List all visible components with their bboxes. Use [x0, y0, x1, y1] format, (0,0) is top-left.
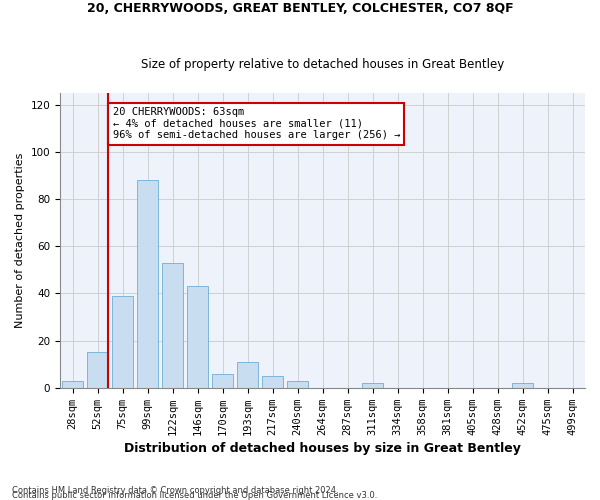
Bar: [212, 374, 233, 388]
X-axis label: Distribution of detached houses by size in Great Bentley: Distribution of detached houses by size …: [124, 442, 521, 455]
Bar: [187, 286, 208, 388]
Text: Contains public sector information licensed under the Open Government Licence v3: Contains public sector information licen…: [12, 490, 377, 500]
Title: Size of property relative to detached houses in Great Bentley: Size of property relative to detached ho…: [141, 58, 504, 71]
Text: 20 CHERRYWOODS: 63sqm
← 4% of detached houses are smaller (11)
96% of semi-detac: 20 CHERRYWOODS: 63sqm ← 4% of detached h…: [113, 107, 400, 140]
Bar: [87, 352, 108, 388]
Bar: [137, 180, 158, 388]
Bar: [287, 381, 308, 388]
Bar: [162, 263, 183, 388]
Y-axis label: Number of detached properties: Number of detached properties: [15, 152, 25, 328]
Text: Contains HM Land Registry data © Crown copyright and database right 2024.: Contains HM Land Registry data © Crown c…: [12, 486, 338, 495]
Bar: [112, 296, 133, 388]
Bar: [512, 383, 533, 388]
Bar: [237, 362, 258, 388]
Bar: [62, 381, 83, 388]
Bar: [362, 383, 383, 388]
Text: 20, CHERRYWOODS, GREAT BENTLEY, COLCHESTER, CO7 8QF: 20, CHERRYWOODS, GREAT BENTLEY, COLCHEST…: [86, 2, 514, 16]
Bar: [262, 376, 283, 388]
